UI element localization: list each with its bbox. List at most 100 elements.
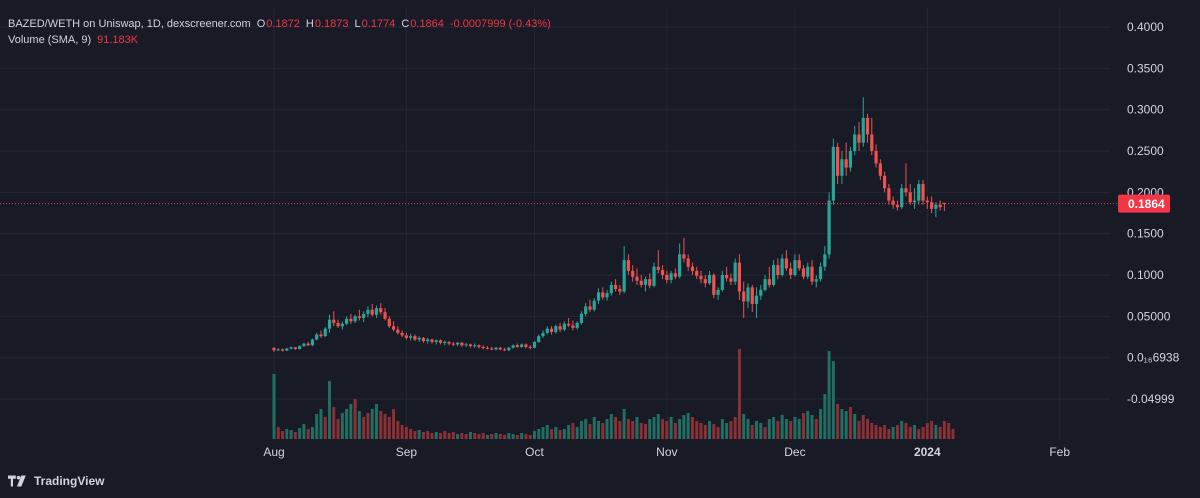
price-tick-label: 0.3000 bbox=[1127, 103, 1164, 117]
candle-body bbox=[575, 322, 579, 328]
candle-body bbox=[396, 329, 400, 333]
volume-bar bbox=[328, 381, 332, 439]
volume-bar bbox=[443, 431, 447, 439]
price-tick-label: 0.1500 bbox=[1127, 227, 1164, 241]
candle-body bbox=[451, 343, 455, 345]
candle-body bbox=[315, 334, 319, 340]
volume-bar bbox=[720, 419, 724, 439]
volume-bar bbox=[900, 421, 904, 439]
candle-body bbox=[494, 347, 498, 350]
volume-bar bbox=[609, 414, 613, 439]
volume-bar bbox=[947, 423, 951, 439]
candle-body bbox=[699, 275, 703, 280]
volume-bar bbox=[404, 427, 408, 439]
volume-bar bbox=[310, 427, 314, 439]
candle-body bbox=[712, 275, 716, 295]
volume-bar bbox=[784, 419, 788, 439]
candle-body bbox=[443, 341, 447, 343]
candle-body bbox=[934, 204, 938, 209]
volume-bar bbox=[272, 374, 276, 439]
candle-body bbox=[878, 163, 882, 176]
volume-bar bbox=[456, 434, 460, 439]
candle-body bbox=[430, 339, 434, 342]
volume-bar bbox=[836, 404, 840, 439]
volume-bar bbox=[699, 423, 703, 439]
candle-body bbox=[665, 275, 669, 280]
volume-bar bbox=[421, 432, 425, 439]
candle-body bbox=[737, 262, 742, 292]
symbol-title[interactable]: BAZED/WETH on Uniswap, 1D, dexscreener.c… bbox=[8, 18, 251, 30]
candle-body bbox=[537, 336, 541, 342]
volume-bar bbox=[904, 423, 908, 439]
candle-body bbox=[272, 347, 276, 351]
candle-body bbox=[742, 291, 746, 302]
volume-bar bbox=[468, 432, 472, 439]
volume-bar bbox=[528, 435, 532, 439]
candle-body bbox=[614, 284, 618, 290]
volume-bar bbox=[643, 424, 647, 439]
candle-body bbox=[891, 200, 895, 205]
volume-bar bbox=[537, 429, 541, 439]
time-tick-label: Aug bbox=[263, 445, 284, 459]
volume-bar bbox=[712, 424, 716, 439]
candle-body bbox=[310, 339, 315, 346]
volume-bar bbox=[520, 433, 524, 439]
candle-body bbox=[729, 278, 733, 282]
volume-bar bbox=[656, 414, 660, 439]
high-label: H bbox=[305, 18, 314, 30]
candle-body bbox=[678, 254, 682, 277]
candle-body bbox=[379, 308, 383, 313]
candle-body bbox=[874, 151, 878, 164]
volume-bar bbox=[729, 421, 733, 439]
candle-body bbox=[609, 284, 613, 294]
candle-body bbox=[652, 266, 656, 286]
volume-bar bbox=[844, 411, 848, 439]
candle-body bbox=[776, 265, 780, 275]
candle-body bbox=[362, 313, 366, 318]
volume-bar bbox=[332, 407, 336, 439]
volume-bar bbox=[921, 427, 925, 439]
candle-body bbox=[789, 268, 793, 275]
volume-bar bbox=[481, 433, 485, 439]
volume-bar bbox=[439, 433, 443, 439]
volume-bar bbox=[913, 425, 916, 439]
volume-bar bbox=[490, 434, 494, 439]
candle-body bbox=[541, 332, 545, 337]
volume-bar bbox=[554, 427, 558, 439]
volume-bar bbox=[682, 415, 686, 439]
volume-bar bbox=[306, 429, 310, 439]
candle-body bbox=[660, 270, 665, 275]
candle-body bbox=[797, 260, 801, 269]
volume-bar bbox=[460, 433, 464, 439]
volume-bar bbox=[673, 423, 677, 439]
volume-bar bbox=[584, 419, 588, 439]
candle-body bbox=[904, 188, 908, 193]
volume-bar bbox=[276, 427, 280, 439]
volume-bar bbox=[387, 417, 391, 439]
candle-body bbox=[801, 268, 806, 277]
candle-body bbox=[716, 289, 720, 295]
candle-body bbox=[844, 159, 848, 168]
candle-body bbox=[912, 200, 917, 203]
candle-body bbox=[695, 270, 699, 276]
ohlc-row: BAZED/WETH on Uniswap, 1D, dexscreener.c… bbox=[8, 16, 551, 32]
candle-body bbox=[340, 323, 344, 327]
volume-label[interactable]: Volume (SMA, 9) bbox=[8, 34, 92, 46]
volume-bar bbox=[793, 417, 797, 439]
candle-body bbox=[763, 279, 767, 290]
volume-bar bbox=[426, 431, 430, 439]
volume-bar bbox=[498, 434, 502, 439]
candle-body bbox=[754, 295, 759, 304]
volume-bar bbox=[708, 421, 712, 439]
last-price-label: 0.1864 bbox=[1128, 197, 1165, 211]
time-tick-label: Sep bbox=[396, 445, 418, 459]
volume-bar bbox=[695, 421, 699, 439]
candle-body bbox=[848, 151, 853, 168]
candle-body bbox=[929, 202, 934, 209]
tradingview-brand[interactable]: TradingView bbox=[8, 474, 104, 488]
volume-bar bbox=[763, 427, 767, 439]
volume-bar bbox=[703, 425, 707, 439]
candle-body bbox=[707, 275, 712, 284]
candle-body bbox=[460, 342, 464, 346]
